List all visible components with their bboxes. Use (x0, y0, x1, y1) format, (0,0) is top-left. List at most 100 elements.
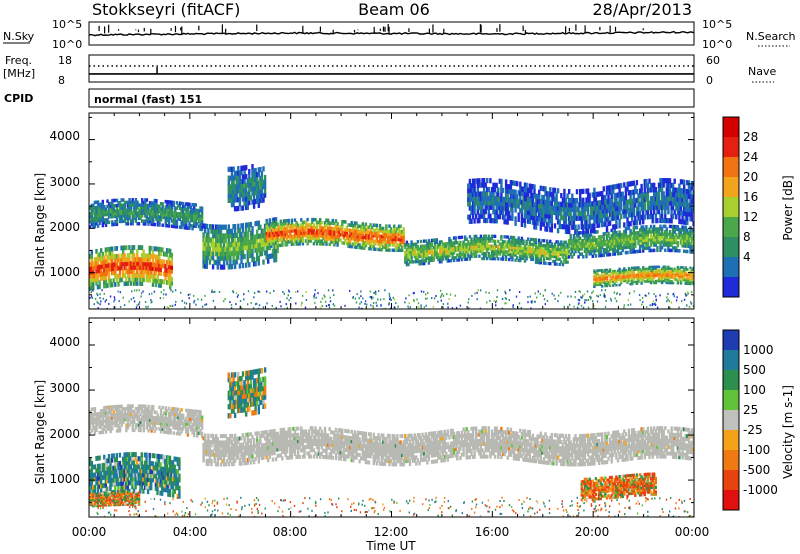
power-cell (623, 222, 626, 228)
power-cell (569, 239, 572, 243)
power-cell (457, 235, 461, 240)
power-cell (345, 225, 349, 230)
power-cell (545, 249, 549, 253)
power-cell (586, 236, 590, 240)
power-cell (216, 255, 219, 261)
power-cell (568, 224, 571, 230)
power-cell (632, 193, 635, 200)
power-cell (260, 171, 264, 177)
power-cell (498, 205, 501, 211)
power-cell (361, 240, 364, 245)
power-cell (141, 198, 144, 202)
power-cell (690, 270, 694, 273)
power-cell (550, 200, 553, 206)
power-cell (657, 278, 661, 281)
power-cell (383, 237, 386, 241)
power-cell (257, 202, 260, 208)
power-cell (153, 209, 156, 213)
power-cell (353, 234, 357, 239)
power-cell (616, 205, 620, 211)
power-cell (128, 200, 131, 205)
power-cell (665, 276, 668, 279)
power-cell (156, 266, 159, 272)
power-cell (165, 268, 169, 273)
power-cell (471, 191, 475, 198)
power-cell (265, 223, 268, 228)
power-cell (637, 273, 640, 276)
power-cell (399, 229, 402, 234)
power-cell (304, 220, 308, 225)
power-cell (174, 219, 177, 224)
power-cell (503, 205, 506, 211)
power-cell (490, 191, 494, 197)
power-cell (621, 271, 624, 274)
power-cell (476, 244, 479, 248)
power-cell (443, 247, 446, 251)
power-cell (684, 197, 687, 203)
power-cell (593, 205, 596, 211)
power-cell (396, 248, 399, 252)
power-cell (274, 233, 278, 237)
power-cell (326, 231, 330, 236)
power-cell (143, 253, 147, 259)
power-cell (454, 238, 457, 242)
power-cell (200, 222, 204, 226)
power-cell (219, 251, 223, 257)
power-cell (101, 199, 104, 204)
power-cell (126, 219, 130, 223)
power-cell (664, 200, 667, 206)
power-cell (613, 210, 616, 216)
power-cell (621, 272, 624, 276)
power-cell (646, 280, 650, 283)
power-cell (638, 236, 642, 240)
power-cell (533, 219, 536, 226)
power-cell (449, 251, 453, 255)
power-cell (659, 248, 662, 252)
power-cell (574, 211, 577, 217)
power-cell (646, 233, 650, 237)
power-cell (92, 224, 95, 229)
power-cell (273, 230, 276, 235)
power-cell (623, 272, 626, 276)
power-cell (424, 249, 427, 253)
power-cell (98, 205, 101, 209)
power-cell (662, 237, 665, 242)
power-cell (446, 249, 449, 253)
power-cell (90, 273, 93, 279)
power-cell (232, 201, 235, 208)
power-cell (654, 272, 657, 276)
power-cell (533, 224, 536, 230)
power-cell (481, 182, 484, 188)
power-cell (530, 242, 533, 246)
power-cell (553, 187, 557, 193)
power-cell (139, 206, 142, 210)
power-cell (230, 250, 234, 256)
cpid-panel-frame (88, 88, 695, 108)
power-cell (649, 232, 653, 237)
power-cell (136, 211, 139, 215)
power-cell (671, 276, 675, 279)
power-cell (629, 231, 632, 236)
power-cell (464, 245, 467, 249)
power-cell (665, 187, 668, 193)
power-cell (640, 238, 643, 243)
power-cell (632, 234, 635, 238)
power-cell (435, 255, 438, 259)
power-cell (243, 236, 246, 242)
power-cell (684, 271, 687, 275)
power-cell (553, 205, 557, 211)
power-cell (350, 223, 353, 228)
power-cell (509, 206, 513, 212)
power-cell (689, 244, 692, 249)
power-cell (509, 202, 513, 208)
power-cell (683, 244, 686, 248)
power-cell (675, 248, 678, 253)
power-cell (667, 269, 670, 272)
power-cell (577, 215, 580, 221)
power-cell (668, 274, 672, 278)
power-cell (182, 217, 185, 222)
power-cell (690, 268, 694, 272)
power-cell (188, 226, 191, 230)
power-cell (640, 225, 643, 229)
power-cell (506, 206, 509, 212)
